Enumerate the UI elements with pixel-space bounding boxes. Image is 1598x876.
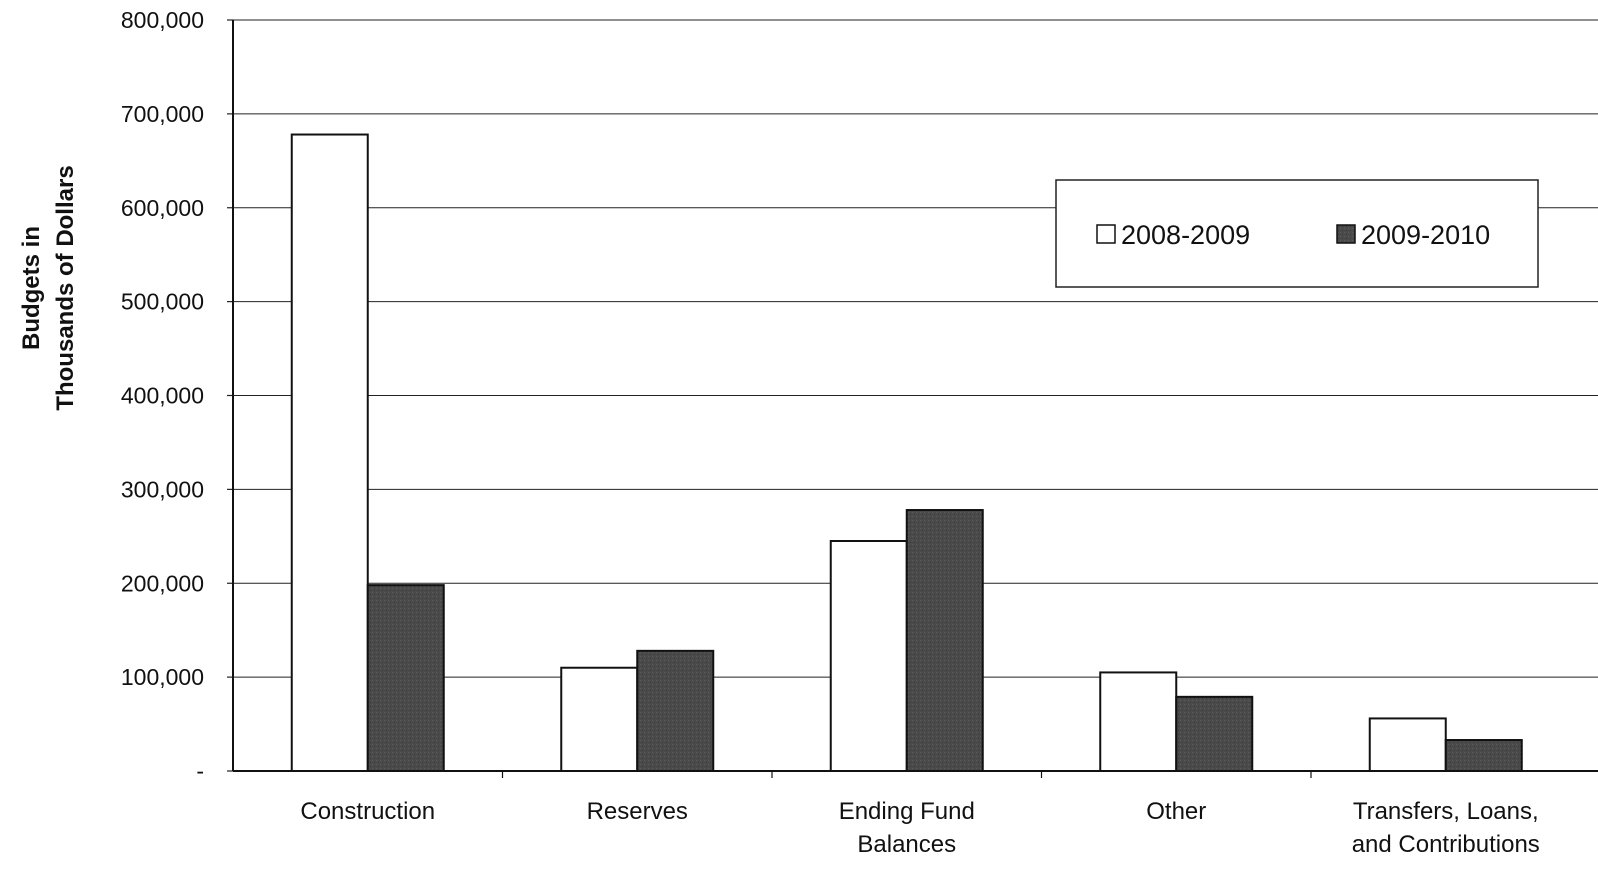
bar-2008-2009-reserves bbox=[560, 666, 639, 772]
y-tick-labels: 800,000 700,000 600,000 500,000 400,000 300,0… bbox=[121, 7, 204, 784]
bar-2009-2010-reserves bbox=[636, 649, 715, 773]
y-tick-label: 100,000 bbox=[121, 664, 204, 690]
axes bbox=[227, 19, 1598, 778]
x-category-label: Construction bbox=[300, 798, 435, 825]
y-axis-label-line: Budgets in bbox=[18, 226, 45, 350]
x-category-labels: Construction Reserves Ending Fund Balances O… bbox=[300, 798, 1539, 858]
bar-2009-2010-transfers-loans-and-contributions bbox=[1444, 739, 1523, 772]
gridlines bbox=[233, 19, 1598, 678]
bars bbox=[290, 133, 1523, 773]
bar-2008-2009-ending-fund-balances bbox=[829, 540, 908, 772]
y-tick-label: 600,000 bbox=[121, 195, 204, 221]
bar-2009-2010-construction bbox=[366, 584, 445, 772]
legend-label: 2008-2009 bbox=[1121, 220, 1250, 250]
x-category-label: Other bbox=[1146, 798, 1206, 825]
y-tick-label: 500,000 bbox=[121, 289, 204, 315]
y-tick-label: - bbox=[196, 758, 204, 784]
y-tick-label: 200,000 bbox=[121, 570, 204, 596]
x-category-label: Balances bbox=[857, 831, 956, 858]
y-tick-label: 400,000 bbox=[121, 383, 204, 409]
bar-2008-2009-construction bbox=[290, 133, 369, 772]
bar-2009-2010-other bbox=[1175, 695, 1254, 772]
legend-label: 2009-2010 bbox=[1361, 220, 1490, 250]
y-tick-label: 300,000 bbox=[121, 476, 204, 502]
x-category-label: Reserves bbox=[587, 798, 688, 825]
y-axis-label-line: Thousands of Dollars bbox=[52, 165, 79, 410]
legend: 2008-2009 2009-2010 bbox=[1055, 179, 1539, 288]
bar-2008-2009-transfers-loans-and-contributions bbox=[1368, 717, 1447, 772]
legend-swatch bbox=[1096, 224, 1116, 244]
y-axis-label: Budgets in Thousands of Dollars bbox=[18, 165, 79, 410]
x-category-label: Transfers, Loans, bbox=[1353, 798, 1539, 825]
legend-box bbox=[1055, 179, 1539, 288]
y-tick-label: 800,000 bbox=[121, 7, 204, 33]
x-category-label: and Contributions bbox=[1352, 831, 1540, 858]
legend-swatch bbox=[1336, 224, 1356, 244]
y-tick-label: 700,000 bbox=[121, 101, 204, 127]
bar-2008-2009-other bbox=[1099, 671, 1178, 773]
bar-2009-2010-ending-fund-balances bbox=[905, 509, 984, 772]
x-category-label: Ending Fund bbox=[839, 798, 975, 825]
